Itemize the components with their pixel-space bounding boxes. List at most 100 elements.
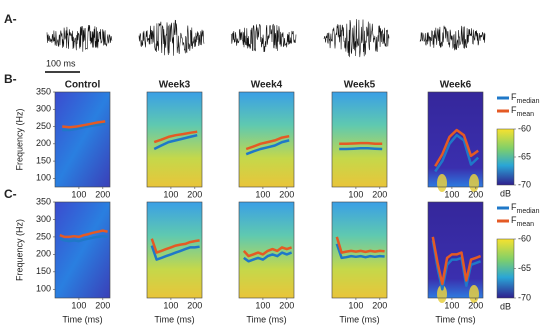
- x-axis-label: Time (ms): [339, 314, 379, 324]
- panel-title: Week6: [440, 80, 472, 91]
- series-line: [243, 251, 293, 263]
- spectrogram-blob: [437, 285, 447, 303]
- waveform: [46, 24, 113, 52]
- x-tick-label: 100: [255, 189, 270, 199]
- panel-title: Control: [65, 80, 101, 91]
- series-line: [339, 147, 383, 151]
- spectrogram-blob: [437, 174, 447, 192]
- axes-frame: [238, 91, 295, 188]
- series-line: [62, 122, 106, 132]
- legend-symbol: F: [511, 105, 517, 115]
- y-axis-label: Frequency (Hz): [14, 108, 24, 170]
- colorbar: [496, 238, 515, 299]
- series-line: [339, 141, 383, 146]
- series-line: [150, 245, 200, 261]
- axes-frame: [331, 91, 388, 188]
- x-tick-label: 100: [444, 189, 459, 199]
- series-line: [59, 229, 108, 239]
- x-axis-label: Time (ms): [435, 314, 475, 324]
- x-axis-label: Time (ms): [246, 314, 286, 324]
- spectrogram: [428, 92, 483, 187]
- x-tick-label: 100: [348, 189, 363, 199]
- colorbar-tick-label: -70: [518, 292, 531, 302]
- waveform: [419, 25, 486, 51]
- axes-frame: [331, 201, 388, 299]
- series-line: [434, 133, 480, 173]
- y-tick-label: 150: [36, 266, 51, 276]
- legend-symbol: F: [511, 92, 517, 102]
- axes-frame: [54, 201, 111, 299]
- series-line: [150, 238, 200, 254]
- y-tick-label: 350: [36, 196, 51, 206]
- x-tick-label: 100: [71, 300, 86, 310]
- colorbar-tick-label: -65: [518, 263, 531, 273]
- panel-title: Week3: [159, 80, 191, 91]
- legend-symbol: F: [511, 215, 517, 225]
- y-tick-label: 300: [36, 214, 51, 224]
- x-tick-label: 200: [279, 189, 294, 199]
- series-line: [245, 139, 290, 156]
- axes-frame: [427, 91, 484, 188]
- legend-subscript: median: [517, 208, 540, 215]
- colorbar-tick-label: -60: [518, 123, 531, 133]
- x-tick-label: 200: [468, 300, 483, 310]
- series-line: [335, 236, 385, 254]
- waveform: [323, 19, 390, 58]
- axes-frame: [54, 91, 111, 188]
- x-tick-label: 200: [468, 189, 483, 199]
- spectrogram-blob: [469, 174, 479, 192]
- y-tick-label: 300: [36, 104, 51, 114]
- axes-frame: [146, 91, 203, 188]
- x-tick-label: 200: [279, 300, 294, 310]
- row-label: C-: [4, 187, 17, 201]
- x-tick-label: 200: [372, 189, 387, 199]
- y-tick-label: 250: [36, 121, 51, 131]
- axes-frame: [238, 201, 295, 299]
- waveform: [230, 23, 297, 53]
- x-tick-label: 200: [187, 300, 202, 310]
- series-line: [431, 236, 482, 286]
- spectrogram: [239, 202, 294, 298]
- panel-title: Week4: [251, 80, 283, 91]
- y-tick-label: 150: [36, 155, 51, 165]
- y-tick-label: 350: [36, 86, 51, 96]
- series-line: [153, 133, 198, 151]
- panel-title: Week5: [344, 80, 376, 91]
- x-tick-label: 200: [95, 189, 110, 199]
- colorbar: [496, 128, 515, 186]
- colorbar-tick-label: -65: [518, 151, 531, 161]
- x-tick-label: 100: [163, 189, 178, 199]
- series-line: [242, 246, 293, 258]
- spectrogram-blob: [469, 285, 479, 303]
- axes-frame: [427, 201, 484, 299]
- x-tick-label: 100: [255, 300, 270, 310]
- spectrogram: [428, 202, 483, 298]
- x-tick-label: 100: [444, 300, 459, 310]
- series-line: [153, 130, 198, 144]
- spectrogram: [332, 92, 387, 187]
- y-tick-label: 200: [36, 138, 51, 148]
- row-label: B-: [4, 72, 17, 86]
- x-axis-label: Time (ms): [62, 314, 102, 324]
- axes-frame: [146, 201, 203, 299]
- row-label: A-: [4, 12, 17, 26]
- x-tick-label: 100: [163, 300, 178, 310]
- spectrogram: [55, 202, 110, 298]
- y-axis-label: Frequency (Hz): [14, 219, 24, 281]
- x-tick-label: 100: [71, 189, 86, 199]
- legend-label: Fmedian: [511, 202, 540, 214]
- series-line: [62, 120, 106, 129]
- colorbar-tick-label: -70: [518, 179, 531, 189]
- spectrogram: [55, 92, 110, 187]
- legend-subscript: mean: [517, 111, 535, 118]
- y-tick-label: 200: [36, 249, 51, 259]
- legend-label: Fmedian: [511, 92, 540, 104]
- series-line: [434, 128, 479, 167]
- y-tick-label: 100: [36, 284, 51, 294]
- legend-subscript: mean: [517, 221, 535, 228]
- series-line: [59, 234, 108, 243]
- x-tick-label: 200: [187, 189, 202, 199]
- legend-subscript: median: [517, 98, 540, 105]
- y-tick-label: 250: [36, 231, 51, 241]
